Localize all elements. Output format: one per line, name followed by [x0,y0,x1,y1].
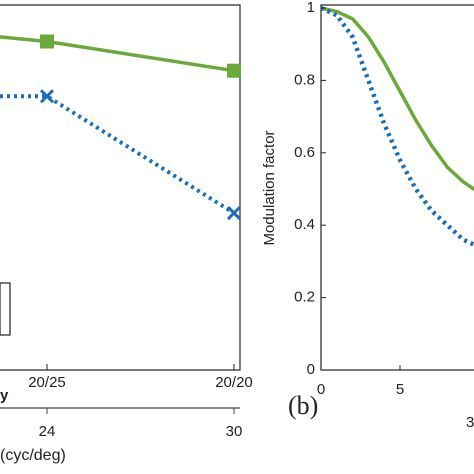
y-tick-label: 0 [307,361,315,378]
marker [40,34,54,49]
legend-box [0,282,11,336]
left-plot [0,34,241,221]
panel-label: (b) [288,391,318,420]
series-line [321,6,474,192]
marker [226,205,241,221]
y-tick-label: 0.6 [294,144,315,161]
y-axis-label: Modulation factor [261,130,278,245]
x-axis-label: 3 [466,414,474,431]
y-tick-label: 0.2 [294,289,315,306]
right-plot-frame [320,4,474,371]
marker [39,89,55,104]
x2-tick-label: 30 [226,423,243,440]
right-plot [321,5,474,248]
x-tick-label: 20/25 [28,374,66,391]
x2-axis-label: (cyc/deg) [0,447,66,464]
x2-tick-label: 24 [39,423,56,440]
x-tick-label: 5 [396,381,404,398]
marker [227,63,241,78]
left-plot-frame [0,4,241,371]
series-line [0,35,235,73]
y-tick-label: 0.8 [294,71,315,88]
series-line [321,5,474,248]
y-tick-label: 0.4 [294,216,315,233]
y-tick-label: 1 [307,0,315,16]
series-line [0,94,236,215]
x-tick-label: 0 [317,381,325,398]
x-tick-label: 20/20 [215,374,253,391]
x-axis-label: ty [0,387,9,404]
